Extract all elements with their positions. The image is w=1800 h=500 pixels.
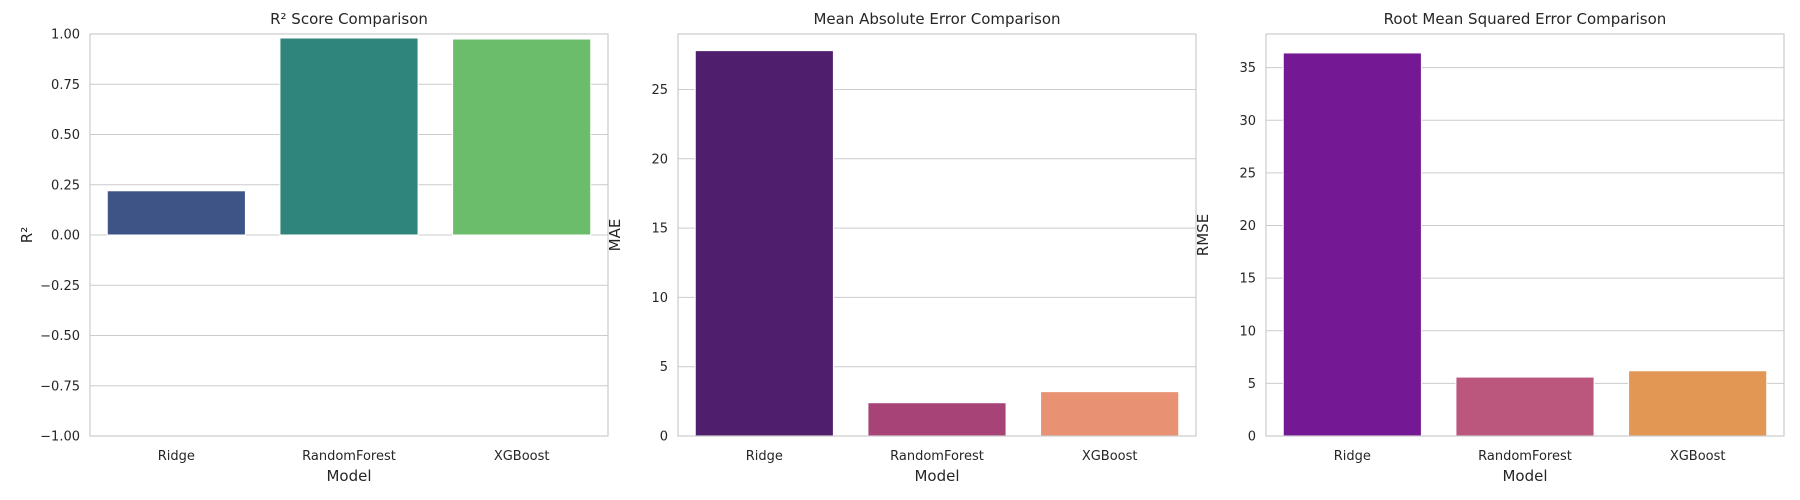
y-tick-label: 20 xyxy=(1239,219,1256,234)
y-axis-label: R² xyxy=(18,227,36,243)
y-tick-label: 10 xyxy=(1239,324,1256,339)
x-tick-label: XGBoost xyxy=(1082,449,1138,464)
y-tick-label: −0.50 xyxy=(40,329,80,344)
bar-ridge xyxy=(694,50,834,437)
bar-randomforest xyxy=(1455,376,1595,437)
bar-randomforest xyxy=(279,37,419,236)
bar-xgboost xyxy=(1628,370,1768,437)
y-axis-label: RMSE xyxy=(1194,214,1212,256)
y-tick-label: 0.25 xyxy=(51,178,80,193)
chart-title: R² Score Comparison xyxy=(270,10,428,28)
y-tick-label: −0.75 xyxy=(40,379,80,394)
y-tick-label: 35 xyxy=(1239,61,1256,76)
x-axis-label: Model xyxy=(326,467,371,485)
y-tick-label: −1.00 xyxy=(40,430,80,445)
y-tick-label: 5 xyxy=(1248,377,1256,392)
bar-ridge xyxy=(106,190,246,236)
bar-xgboost xyxy=(1040,391,1180,437)
y-tick-label: 0.00 xyxy=(51,229,80,244)
chart-title: Mean Absolute Error Comparison xyxy=(813,10,1060,28)
y-tick-label: −0.25 xyxy=(40,279,80,294)
chart-panel-1: −1.00 −0.75 −0.50 −0.25 0.00 0.25 0.50 0.75 1.00… xyxy=(18,10,609,485)
y-tick-label: 10 xyxy=(651,291,668,306)
x-tick-label: RandomForest xyxy=(1478,449,1572,464)
y-tick-label: 0.50 xyxy=(51,128,80,143)
y-tick-label: 15 xyxy=(1239,272,1256,287)
y-tick-label: 5 xyxy=(660,360,668,375)
plot-frame xyxy=(1265,33,1785,437)
x-tick-label: Ridge xyxy=(1334,449,1371,464)
bar-randomforest xyxy=(867,402,1007,437)
x-tick-label: RandomForest xyxy=(890,449,984,464)
x-axis-label: Model xyxy=(914,467,959,485)
y-tick-label: 20 xyxy=(651,152,668,167)
plot-frame xyxy=(89,33,609,437)
y-tick-label: 15 xyxy=(651,222,668,237)
x-tick-label: Ridge xyxy=(746,449,783,464)
bar-ridge xyxy=(1282,52,1422,437)
y-tick-label: 0 xyxy=(1248,430,1256,445)
y-axis-label: MAE xyxy=(606,219,624,252)
x-tick-label: XGBoost xyxy=(494,449,550,464)
chart-panel-3: 0 5 10 15 20 25 30 35 Ridge RandomForest XGBoost Ro… xyxy=(1194,10,1785,485)
chart-title: Root Mean Squared Error Comparison xyxy=(1384,10,1667,28)
x-tick-label: RandomForest xyxy=(302,449,396,464)
plot-frame xyxy=(677,33,1197,437)
y-tick-label: 0.75 xyxy=(51,78,80,93)
y-tick-label: 25 xyxy=(1239,166,1256,181)
y-tick-label: 30 xyxy=(1239,114,1256,129)
bar-xgboost xyxy=(452,38,592,236)
x-tick-label: XGBoost xyxy=(1670,449,1726,464)
chart-panel-2: 0 5 10 15 20 25 Ridge RandomForest XGBoost Mean A… xyxy=(606,10,1197,485)
y-tick-label: 1.00 xyxy=(51,28,80,43)
y-tick-label: 25 xyxy=(651,83,668,98)
y-tick-label: 0 xyxy=(660,430,668,445)
x-tick-label: Ridge xyxy=(158,449,195,464)
x-axis-label: Model xyxy=(1502,467,1547,485)
